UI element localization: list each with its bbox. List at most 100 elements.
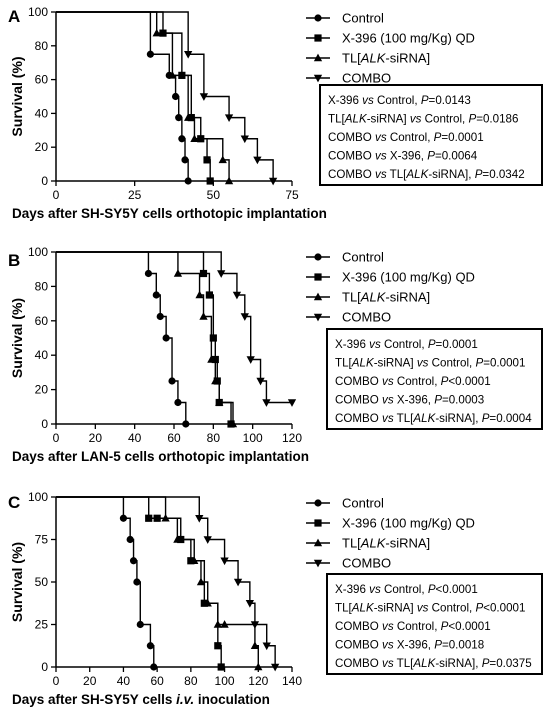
y-tick-label: 80 — [35, 39, 49, 53]
x-tick-label: 20 — [89, 431, 103, 445]
data-point-triangle-down — [199, 93, 209, 101]
legend-marker-triangle-up — [313, 53, 323, 62]
x-tick-label: 60 — [167, 431, 181, 445]
data-point-triangle-down — [271, 663, 280, 672]
data-point-triangle-down — [195, 515, 204, 523]
data-point-circle — [152, 291, 160, 299]
x-tick-label: 20 — [83, 674, 97, 688]
legend-marker-square — [314, 273, 322, 281]
x-tick-label: 80 — [184, 674, 198, 688]
data-point-square — [206, 177, 214, 185]
stats-line: X-396 vs Control, P=0.0143 — [328, 94, 471, 107]
x-tick-label: 75 — [285, 188, 299, 202]
x-tick-label: 60 — [150, 674, 164, 688]
y-tick-label: 75 — [35, 533, 49, 547]
legend-label: X-396 (100 mg/Kg) QD — [342, 270, 475, 285]
data-point-triangle-up — [173, 535, 182, 543]
stats-line: COMBO vs X-396, P=0.0064 — [328, 150, 478, 163]
legend-label: Control — [342, 496, 384, 511]
data-point-square — [199, 269, 208, 278]
data-point-triangle-up — [254, 662, 263, 671]
series-line-triangle-down — [56, 496, 276, 667]
legend-label: Control — [342, 11, 384, 26]
data-point-circle — [174, 398, 182, 407]
legend-label: X-396 (100 mg/Kg) QD — [342, 516, 475, 531]
stats-line: COMBO vs TL[ALK-siRNA], P=0.0342 — [328, 168, 525, 181]
x-axis-label: Days after LAN-5 cells orthotopic implan… — [12, 449, 309, 464]
data-point-triangle-down — [253, 156, 262, 165]
y-tick-label: 40 — [35, 348, 49, 362]
series-line-triangle-down — [56, 11, 274, 181]
stats-line: COMBO vs TL[ALK-siRNA], P=0.0004 — [335, 412, 532, 425]
panel-label: C — [8, 493, 20, 512]
legend-marker-triangle-up — [313, 538, 323, 547]
data-point-square — [205, 291, 213, 299]
x-tick-label: 40 — [117, 674, 131, 688]
y-tick-label: 80 — [35, 279, 49, 293]
legend-label: COMBO — [342, 310, 391, 325]
legend-marker-circle — [314, 499, 322, 507]
data-point-triangle-up — [211, 376, 220, 385]
series-line-triangle-up — [56, 251, 234, 424]
panel-label: A — [8, 7, 20, 26]
data-point-circle — [171, 92, 180, 101]
panel-label: B — [8, 251, 20, 270]
data-point-square — [203, 156, 211, 164]
stats-line: X-396 vs Control, P<0.0001 — [335, 583, 478, 596]
data-point-triangle-down — [233, 578, 243, 587]
data-point-triangle-up — [196, 577, 206, 586]
data-point-triangle-down — [220, 557, 229, 566]
y-tick-label: 0 — [41, 660, 48, 674]
legend-label: TL[ALK-siRNA] — [342, 51, 430, 66]
x-axis-label: Days after SH-SY5Y cells i.v. inoculatio… — [12, 692, 270, 707]
data-point-triangle-up — [190, 556, 199, 564]
panel-a: A 0 20 40 60 80 100 0 25 50 75 Survival (%) Days aft… — [8, 5, 543, 221]
legend-marker-triangle-down — [313, 559, 323, 568]
y-tick-label: 0 — [41, 174, 48, 188]
data-point-triangle-up — [203, 598, 212, 607]
data-point-triangle-up — [168, 71, 177, 79]
panel-c: C 0 25 50 75 100 0 20 40 60 80 100 120 140 Survival (%… — [8, 490, 543, 707]
data-point-circle — [182, 420, 190, 428]
stats-line: COMBO vs X-396, P=0.0018 — [335, 639, 484, 652]
y-tick-label: 40 — [35, 106, 49, 120]
y-axis-label: Survival (%) — [9, 56, 25, 136]
x-tick-label: 120 — [282, 431, 302, 445]
data-point-square — [200, 599, 208, 607]
data-point-circle — [156, 312, 164, 321]
series-line-square — [56, 251, 232, 424]
data-point-triangle-down — [240, 313, 249, 321]
data-point-circle — [129, 557, 138, 565]
data-point-triangle-up — [199, 312, 208, 320]
legend-marker-triangle-down — [313, 74, 323, 83]
data-point-triangle-up — [213, 620, 222, 628]
data-point-circle — [168, 377, 176, 385]
data-point-triangle-up — [215, 398, 224, 406]
stats-line: TL[ALK-siRNA] vs Control, P<0.0001 — [335, 602, 525, 615]
stats-line: COMBO vs X-396, P=0.0003 — [335, 394, 484, 407]
data-point-circle — [181, 156, 189, 164]
x-tick-label: 40 — [128, 431, 142, 445]
x-axis-label: Days after SH-SY5Y cells orthotopic impl… — [12, 206, 327, 221]
legend-label: TL[ALK-siRNA] — [342, 536, 430, 551]
data-point-triangle-down — [246, 356, 255, 364]
x-tick-label: 140 — [282, 674, 302, 688]
data-point-circle — [184, 177, 192, 185]
data-point-triangle-down — [245, 600, 254, 608]
legend-label: Control — [342, 250, 384, 265]
data-point-triangle-up — [152, 28, 161, 37]
data-point-triangle-up — [218, 155, 227, 164]
x-tick-label: 0 — [53, 431, 60, 445]
data-point-circle — [178, 135, 186, 143]
data-point-circle — [144, 269, 153, 278]
legend-marker-circle — [314, 253, 322, 261]
y-tick-label: 100 — [28, 490, 48, 504]
data-point-circle — [150, 663, 158, 671]
data-point-triangle-down — [256, 377, 265, 386]
x-tick-label: 120 — [248, 674, 268, 688]
data-point-square — [187, 557, 195, 565]
data-point-triangle-up — [228, 419, 238, 428]
y-tick-label: 0 — [41, 417, 48, 431]
y-tick-label: 20 — [35, 140, 49, 154]
